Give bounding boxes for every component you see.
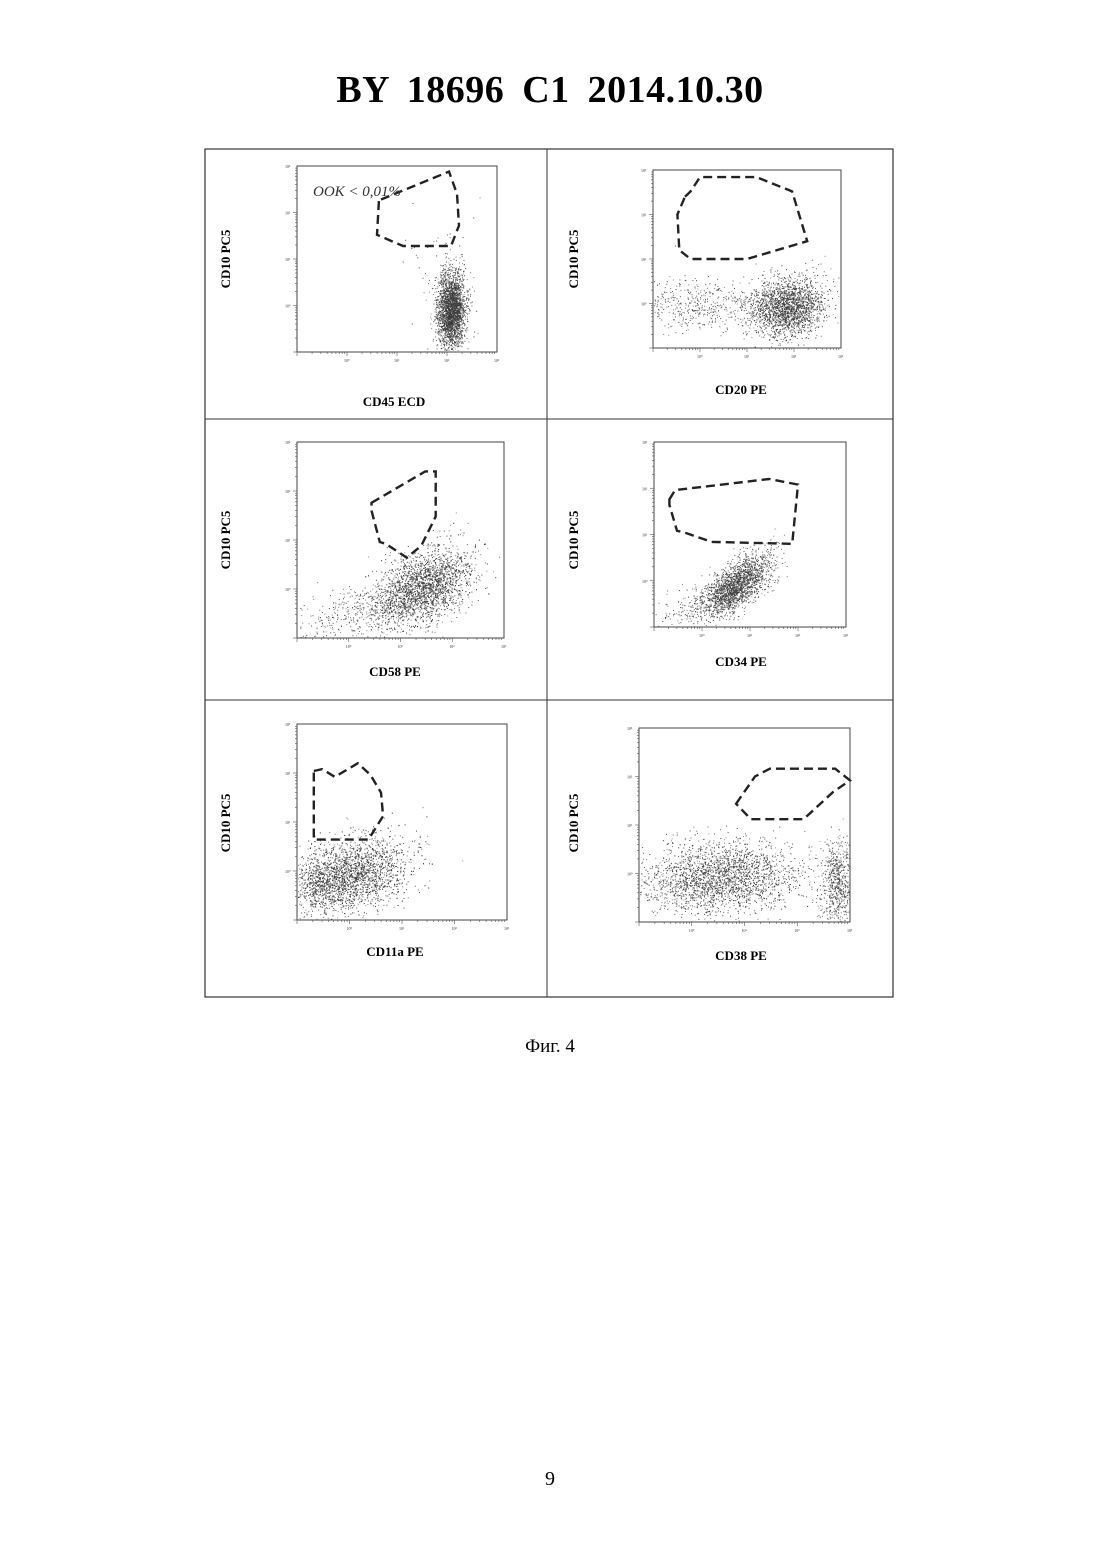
x-tick-label: 10⁰ <box>346 644 352 649</box>
y-tick-label: 10² <box>641 213 647 218</box>
plot-frame <box>297 724 507 920</box>
document-header: BY 18696 C1 2014.10.30 <box>0 68 1100 112</box>
cytometry-panel-6: 10⁰ 10¹ 10² 10³ 10⁰ 10¹ 10² 10³ CD10 PC5 CD38 PE <box>566 726 853 963</box>
y-tick-label: 10⁰ <box>642 579 648 584</box>
x-axis-label: CD45 ECD <box>363 394 425 409</box>
scatter-events <box>654 246 839 348</box>
y-tick-label: 10¹ <box>285 538 291 543</box>
y-tick-label: 10⁰ <box>641 302 647 307</box>
scatter-events <box>298 807 463 920</box>
y-tick-label: 10² <box>285 489 291 494</box>
x-tick-label: 10³ <box>501 644 507 649</box>
x-tick-label: 10¹ <box>399 926 405 931</box>
y-axis-label: CD10 PC5 <box>566 229 581 288</box>
axis-ticks <box>635 730 848 926</box>
cytometry-panel-5: 10⁰ 10¹ 10² 10³ 10⁰ 10¹ 10² 10³ CD10 PC5 CD11a PE <box>218 722 510 959</box>
plot-frame <box>297 442 504 638</box>
x-tick-label: 10² <box>795 633 801 638</box>
x-tick-label: 10² <box>449 644 455 649</box>
plot-frame <box>653 170 841 348</box>
cytometry-panel-2: 10⁰ 10¹ 10² 10³ 10⁰ 10¹ 10² 10³ CD10 PC5 CD20 PE <box>566 168 844 397</box>
x-tick-label: 10⁰ <box>344 358 350 363</box>
x-tick-label: 10¹ <box>742 928 748 933</box>
gate-polygon <box>669 479 798 544</box>
x-tick-label: 10³ <box>494 358 500 363</box>
gate-polygon <box>736 769 850 820</box>
y-tick-label: 10² <box>627 775 633 780</box>
x-tick-label: 10⁰ <box>689 928 695 933</box>
cytometry-panel-1: 10⁰ 10¹ 10² 10³ 10⁰ 10¹ 10² 10³ OOK < 0,01% CD10 … <box>218 164 500 409</box>
y-axis-label: CD10 PC5 <box>566 793 581 852</box>
x-tick-label: 10¹ <box>744 354 750 359</box>
y-tick-label: 10³ <box>285 440 291 445</box>
x-axis-label: CD38 PE <box>715 948 767 963</box>
y-tick-label: 10³ <box>641 168 647 173</box>
x-tick-label: 10² <box>794 928 800 933</box>
scatter-events <box>403 197 481 351</box>
y-axis-label: CD10 PC5 <box>218 229 233 288</box>
x-tick-label: 10¹ <box>747 633 753 638</box>
x-tick-label: 10³ <box>847 928 853 933</box>
axis-ticks <box>293 444 502 642</box>
y-tick-label: 10² <box>285 771 291 776</box>
figure-grid: 10⁰ 10¹ 10² 10³ 10⁰ 10¹ 10² 10³ OOK < 0,01% CD10 … <box>204 148 894 1000</box>
y-tick-label: 10¹ <box>627 823 633 828</box>
gate-polygon <box>677 177 807 259</box>
y-tick-label: 10³ <box>285 164 291 169</box>
page-number: 9 <box>0 1468 1100 1491</box>
cytometry-panel-4: 10⁰ 10¹ 10² 10³ 10⁰ 10¹ 10² 10³ CD10 PC5 CD34 PE <box>566 440 849 669</box>
y-tick-label: 10³ <box>627 726 633 731</box>
x-tick-label: 10² <box>791 354 797 359</box>
x-axis-label: CD11a PE <box>366 944 423 959</box>
gate-annotation: OOK < 0,01% <box>313 184 401 200</box>
y-tick-label: 10² <box>285 211 291 216</box>
scatter-events <box>640 818 850 921</box>
x-tick-label: 10⁰ <box>347 926 353 931</box>
x-tick-label: 10³ <box>843 633 849 638</box>
y-axis-label: CD10 PC5 <box>566 510 581 569</box>
x-tick-label: 10³ <box>504 926 510 931</box>
y-tick-label: 10³ <box>642 440 648 445</box>
y-tick-label: 10² <box>642 486 648 491</box>
axis-ticks <box>650 444 844 631</box>
scatter-events <box>300 513 500 638</box>
y-tick-label: 10¹ <box>285 820 291 825</box>
flow-cytometry-figure: 10⁰ 10¹ 10² 10³ 10⁰ 10¹ 10² 10³ OOK < 0,01% CD10 … <box>204 148 894 1000</box>
y-tick-label: 10⁰ <box>285 304 291 309</box>
y-axis-label: CD10 PC5 <box>218 793 233 852</box>
x-tick-label: 10³ <box>838 354 844 359</box>
y-tick-label: 10¹ <box>285 257 291 262</box>
y-tick-label: 10⁰ <box>627 872 633 877</box>
y-tick-label: 10¹ <box>642 533 648 538</box>
cytometry-panel-3: 10⁰ 10¹ 10² 10³ 10⁰ 10¹ 10² 10³ CD10 PC5 CD58 PE <box>218 440 507 679</box>
y-tick-label: 10³ <box>285 722 291 727</box>
x-tick-label: 10² <box>444 358 450 363</box>
y-tick-label: 10¹ <box>641 257 647 262</box>
y-axis-label: CD10 PC5 <box>218 510 233 569</box>
gate-polygon <box>372 471 436 557</box>
axis-ticks <box>649 172 839 352</box>
x-tick-label: 10¹ <box>394 358 400 363</box>
y-tick-label: 10⁰ <box>285 869 291 874</box>
x-tick-label: 10² <box>452 926 458 931</box>
x-axis-label: CD34 PE <box>715 654 767 669</box>
x-tick-label: 10⁰ <box>697 354 703 359</box>
x-axis-label: CD58 PE <box>369 664 421 679</box>
figure-caption: Фиг. 4 <box>0 1036 1100 1058</box>
y-tick-label: 10⁰ <box>285 587 291 592</box>
gate-polygon <box>377 172 459 246</box>
x-tick-label: 10⁰ <box>699 633 705 638</box>
x-axis-label: CD20 PE <box>715 382 767 397</box>
x-tick-label: 10¹ <box>398 644 404 649</box>
gate-polygon <box>314 763 383 839</box>
